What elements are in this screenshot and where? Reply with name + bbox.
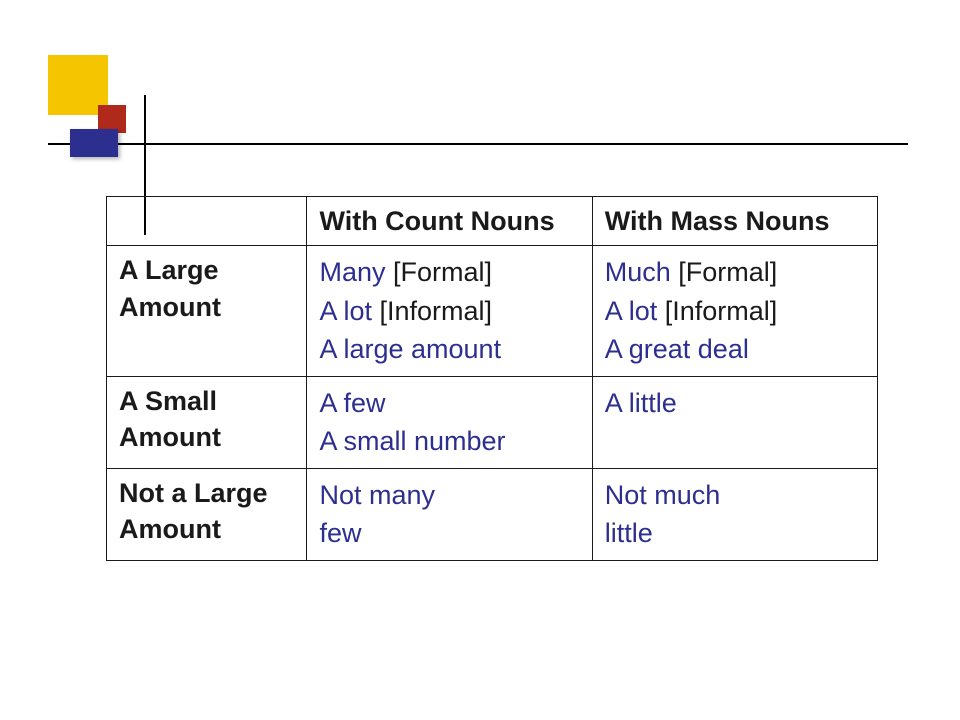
entry: little xyxy=(605,515,865,551)
label-large-amount: A Large Amount xyxy=(107,246,307,376)
blue-square xyxy=(70,129,118,157)
entry: Not much xyxy=(605,477,865,513)
entry: Many [Formal] xyxy=(319,254,579,290)
cell-small-mass: A little xyxy=(592,376,877,468)
entry: A little xyxy=(605,385,865,421)
quantifier-table-wrap: With Count Nouns With Mass Nouns A Large… xyxy=(106,196,878,561)
entry: Much [Formal] xyxy=(605,254,865,290)
label-small-amount: A Small Amount xyxy=(107,376,307,468)
entry: A large amount xyxy=(319,331,579,367)
entry: few xyxy=(319,515,579,551)
row-not-large-amount: Not a Large Amount Not many few Not much… xyxy=(107,468,878,560)
entry: A small number xyxy=(319,423,579,459)
row-large-amount: A Large Amount Many [Formal] A lot [Info… xyxy=(107,246,878,376)
cell-small-count: A few A small number xyxy=(307,376,592,468)
horizontal-rule xyxy=(48,143,908,145)
entry: A lot [Informal] xyxy=(605,293,865,329)
label-not-large-amount: Not a Large Amount xyxy=(107,468,307,560)
row-small-amount: A Small Amount A few A small number A li… xyxy=(107,376,878,468)
table-header-row: With Count Nouns With Mass Nouns xyxy=(107,197,878,246)
cell-notlarge-mass: Not much little xyxy=(592,468,877,560)
entry: A lot [Informal] xyxy=(319,293,579,329)
cell-large-count: Many [Formal] A lot [Informal] A large a… xyxy=(307,246,592,376)
cell-large-mass: Much [Formal] A lot [Informal] A great d… xyxy=(592,246,877,376)
entry: A great deal xyxy=(605,331,865,367)
quantifier-table: With Count Nouns With Mass Nouns A Large… xyxy=(106,196,878,561)
entry: A few xyxy=(319,385,579,421)
header-mass-nouns: With Mass Nouns xyxy=(592,197,877,246)
entry: Not many xyxy=(319,477,579,513)
header-empty xyxy=(107,197,307,246)
cell-notlarge-count: Not many few xyxy=(307,468,592,560)
slide-decorative-squares xyxy=(48,55,178,185)
header-count-nouns: With Count Nouns xyxy=(307,197,592,246)
